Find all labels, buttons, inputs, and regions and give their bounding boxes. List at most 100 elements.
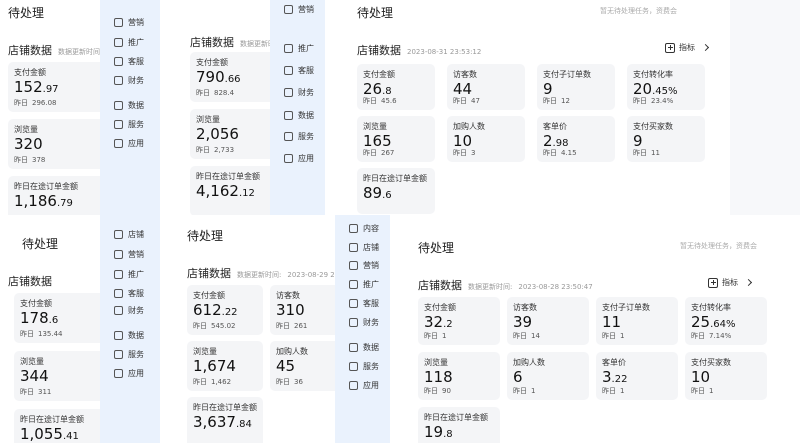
previous-value: 昨日 2,733 (196, 145, 234, 155)
value-main: 26 (363, 80, 383, 98)
section-title: 店铺数据 (357, 44, 401, 57)
value-fraction: .8 (382, 86, 392, 97)
sidebar-item[interactable]: 数据 (114, 100, 144, 111)
section-title: 店铺数据 (418, 279, 462, 292)
metric-card[interactable]: 浏览量 2,056 昨日 2,733 (190, 109, 270, 159)
sidebar-item[interactable]: 数据 (349, 342, 379, 353)
metric-card[interactable]: 浏览量 165 昨日 267 (357, 116, 435, 162)
metric-value: 2.98 (543, 131, 568, 150)
sidebar-item[interactable]: 营销 (114, 17, 144, 28)
metric-value: 165 (363, 131, 392, 150)
sidebar-item[interactable]: 推广 (349, 279, 379, 290)
metric-card[interactable]: 昨日在途订单金额 1,055.41 (14, 409, 100, 443)
sidebar-item[interactable]: 应用 (114, 138, 144, 149)
sidebar-item[interactable]: 内容 (349, 223, 379, 234)
value-main: 790 (196, 68, 225, 86)
sidebar-label: 服务 (298, 132, 314, 141)
sidebar-item[interactable]: 应用 (114, 368, 144, 379)
metric-card[interactable]: 访客数 310 昨日 261 (270, 285, 335, 335)
value-main: 612 (193, 301, 222, 319)
sidebar-item[interactable]: 财务 (114, 305, 144, 316)
sidebar-item[interactable]: 店铺 (349, 242, 379, 253)
metric-label: 昨日在途订单金额 (14, 182, 78, 191)
sidebar-item[interactable]: 客服 (284, 65, 314, 76)
metric-card[interactable]: 支付买家数 9 昨日 11 (627, 116, 705, 162)
previous-number: 2,733 (214, 146, 235, 154)
sidebar-item[interactable]: 推广 (114, 37, 144, 48)
metric-card[interactable]: 昨日在途订单金额 89.6 (357, 168, 435, 214)
sidebar-item[interactable]: 推广 (114, 269, 144, 280)
metric-card[interactable]: 浏览量 118 昨日 90 (418, 352, 500, 400)
metric-label: 支付转化率 (691, 303, 731, 312)
sidebar-item[interactable]: 营销 (284, 4, 314, 15)
metric-label: 浏览量 (363, 122, 387, 131)
metric-card[interactable]: 访客数 44 昨日 47 (447, 64, 525, 110)
sidebar-label: 推广 (298, 44, 314, 53)
metric-card[interactable]: 支付金额 26.8 昨日 45.6 (357, 64, 435, 110)
value-main: 9 (543, 80, 553, 98)
sidebar-item[interactable]: 财务 (284, 87, 314, 98)
metric-card[interactable]: 浏览量 1,674 昨日 1,462 (187, 341, 263, 391)
previous-number: 296.08 (32, 99, 57, 107)
metric-card[interactable]: 支付金额 790.66 昨日 828.4 (190, 52, 270, 102)
sidebar-item[interactable]: 服务 (349, 361, 379, 372)
metric-card[interactable]: 浏览量 344 昨日 311 (14, 351, 100, 401)
metric-card[interactable]: 支付金额 152.97 昨日 296.08 (8, 62, 100, 112)
metric-card[interactable]: 昨日在途订单金额 4,162.12 (190, 166, 270, 215)
previous-value: 昨日 45.6 (363, 96, 397, 106)
sidebar-item[interactable]: 营销 (114, 249, 144, 260)
sidebar-item[interactable]: 客服 (114, 56, 144, 67)
value-main: 1,186 (14, 192, 57, 210)
metric-card[interactable]: 客单价 3.22 昨日 1 (596, 352, 678, 400)
previous-label: 昨日 (691, 387, 705, 395)
metric-card[interactable]: 加购人数 6 昨日 1 (507, 352, 589, 400)
previous-number: 1 (620, 332, 625, 340)
update-time: 2023-08-28 23:50:47 (518, 283, 593, 291)
metric-card[interactable]: 访客数 39 昨日 14 (507, 297, 589, 345)
sidebar-item[interactable]: 数据 (284, 110, 314, 121)
sidebar-item[interactable]: 应用 (349, 380, 379, 391)
sidebar-label: 应用 (128, 369, 144, 378)
previous-value: 昨日 1 (513, 386, 535, 396)
metric-card[interactable]: 支付转化率 20.45% 昨日 23.4% (627, 64, 705, 110)
value-fraction: .66 (224, 74, 241, 85)
sidebar-item[interactable]: 财务 (349, 317, 379, 328)
metric-card[interactable]: 客单价 2.98 昨日 4.15 (537, 116, 615, 162)
metric-card[interactable]: 浏览量 320 昨日 378 (8, 119, 100, 169)
metric-card[interactable]: 加购人数 10 昨日 3 (447, 116, 525, 162)
metric-card[interactable]: 昨日在途订单金额 3,637.84 (187, 397, 263, 443)
pending-title: 待处理 (357, 6, 394, 20)
pending-notice: 暂无待处理任务，资费会 (600, 7, 677, 15)
sidebar-item[interactable]: 财务 (114, 75, 144, 86)
value-main: 1,055 (20, 425, 63, 443)
sidebar-item[interactable]: 店铺 (114, 229, 144, 240)
sidebar-item[interactable]: 客服 (349, 298, 379, 309)
metric-card[interactable]: 支付买家数 10 昨日 1 (685, 352, 767, 400)
metric-card[interactable]: 昨日在途订单金额 1,186.79 (8, 176, 100, 215)
metric-card[interactable]: 加购人数 45 昨日 36 (270, 341, 335, 391)
sidebar-item[interactable]: 服务 (114, 349, 144, 360)
metric-button[interactable]: 指标 (708, 277, 753, 288)
metric-button[interactable]: 指标 (665, 42, 710, 53)
sidebar-item[interactable]: 应用 (284, 153, 314, 164)
previous-value: 昨日 135.44 (20, 329, 63, 339)
metric-card[interactable]: 昨日在途订单金额 19.8 (418, 407, 500, 443)
sidebar-item[interactable]: 数据 (114, 330, 144, 341)
sidebar-item[interactable]: 推广 (284, 43, 314, 54)
metric-card[interactable]: 支付子订单数 9 昨日 12 (537, 64, 615, 110)
previous-label: 昨日 (513, 332, 527, 340)
metric-card[interactable]: 支付子订单数 11 昨日 1 (596, 297, 678, 345)
metric-card[interactable]: 支付金额 178.6 昨日 135.44 (14, 293, 100, 343)
metric-label: 浏览量 (14, 125, 38, 134)
metric-card[interactable]: 支付金额 612.22 昨日 545.02 (187, 285, 263, 335)
previous-label: 昨日 (196, 146, 210, 154)
metric-card[interactable]: 支付转化率 25.64% 昨日 7.14% (685, 297, 767, 345)
sidebar-item[interactable]: 客服 (114, 288, 144, 299)
sidebar-item[interactable]: 营销 (349, 260, 379, 271)
sidebar-item[interactable]: 服务 (114, 119, 144, 130)
previous-number: 828.4 (214, 89, 235, 97)
value-main: 178 (20, 309, 49, 327)
metric-card[interactable]: 支付金额 32.2 昨日 1 (418, 297, 500, 345)
sidebar-item[interactable]: 服务 (284, 131, 314, 142)
